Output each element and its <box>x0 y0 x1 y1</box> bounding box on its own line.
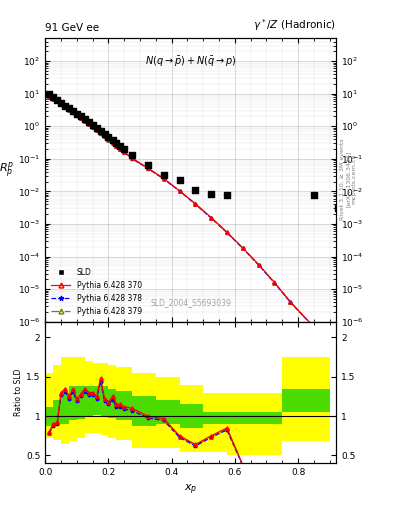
Point <box>66 104 72 112</box>
Text: 91 GeV ee: 91 GeV ee <box>45 23 99 33</box>
Point <box>161 170 167 179</box>
Point <box>117 142 123 150</box>
Point <box>176 176 183 184</box>
Point <box>58 99 64 107</box>
Text: mcplots.cern.ch: mcplots.cern.ch <box>351 154 356 204</box>
Point <box>82 115 88 123</box>
Point <box>90 121 96 129</box>
Point <box>50 93 56 101</box>
Point <box>70 106 76 115</box>
Point <box>62 101 68 110</box>
Point <box>224 191 230 199</box>
Point <box>105 133 112 141</box>
Text: Rivet 3.1.10, ≥ 3M events: Rivet 3.1.10, ≥ 3M events <box>340 138 345 220</box>
Text: SLD_2004_S5693039: SLD_2004_S5693039 <box>150 298 231 308</box>
Point <box>97 127 104 135</box>
Point <box>54 96 61 104</box>
Point <box>208 189 214 198</box>
Point <box>113 139 119 147</box>
Point <box>86 118 92 126</box>
Point <box>101 130 108 138</box>
Point <box>94 124 100 132</box>
Point <box>192 186 198 194</box>
Text: [arXiv:1306.3436]: [arXiv:1306.3436] <box>346 151 351 207</box>
Point <box>129 151 135 159</box>
Point <box>334 204 341 212</box>
Text: $\gamma^*/Z$ (Hadronic): $\gamma^*/Z$ (Hadronic) <box>253 17 336 33</box>
Point <box>46 90 52 98</box>
Point <box>109 136 116 144</box>
Point <box>78 113 84 121</box>
Y-axis label: Ratio to SLD: Ratio to SLD <box>14 369 23 416</box>
X-axis label: $x_p$: $x_p$ <box>184 483 197 497</box>
Point <box>121 145 127 153</box>
Point <box>311 191 317 199</box>
Text: $N(q\rightarrow\bar{p})+N(\bar{q}\rightarrow p)$: $N(q\rightarrow\bar{p})+N(\bar{q}\righta… <box>145 55 237 70</box>
Y-axis label: $R^p_p$: $R^p_p$ <box>0 160 14 180</box>
Point <box>73 110 80 118</box>
Point <box>145 161 151 169</box>
Legend: SLD, Pythia 6.428 370, Pythia 6.428 378, Pythia 6.428 379: SLD, Pythia 6.428 370, Pythia 6.428 378,… <box>49 266 144 318</box>
